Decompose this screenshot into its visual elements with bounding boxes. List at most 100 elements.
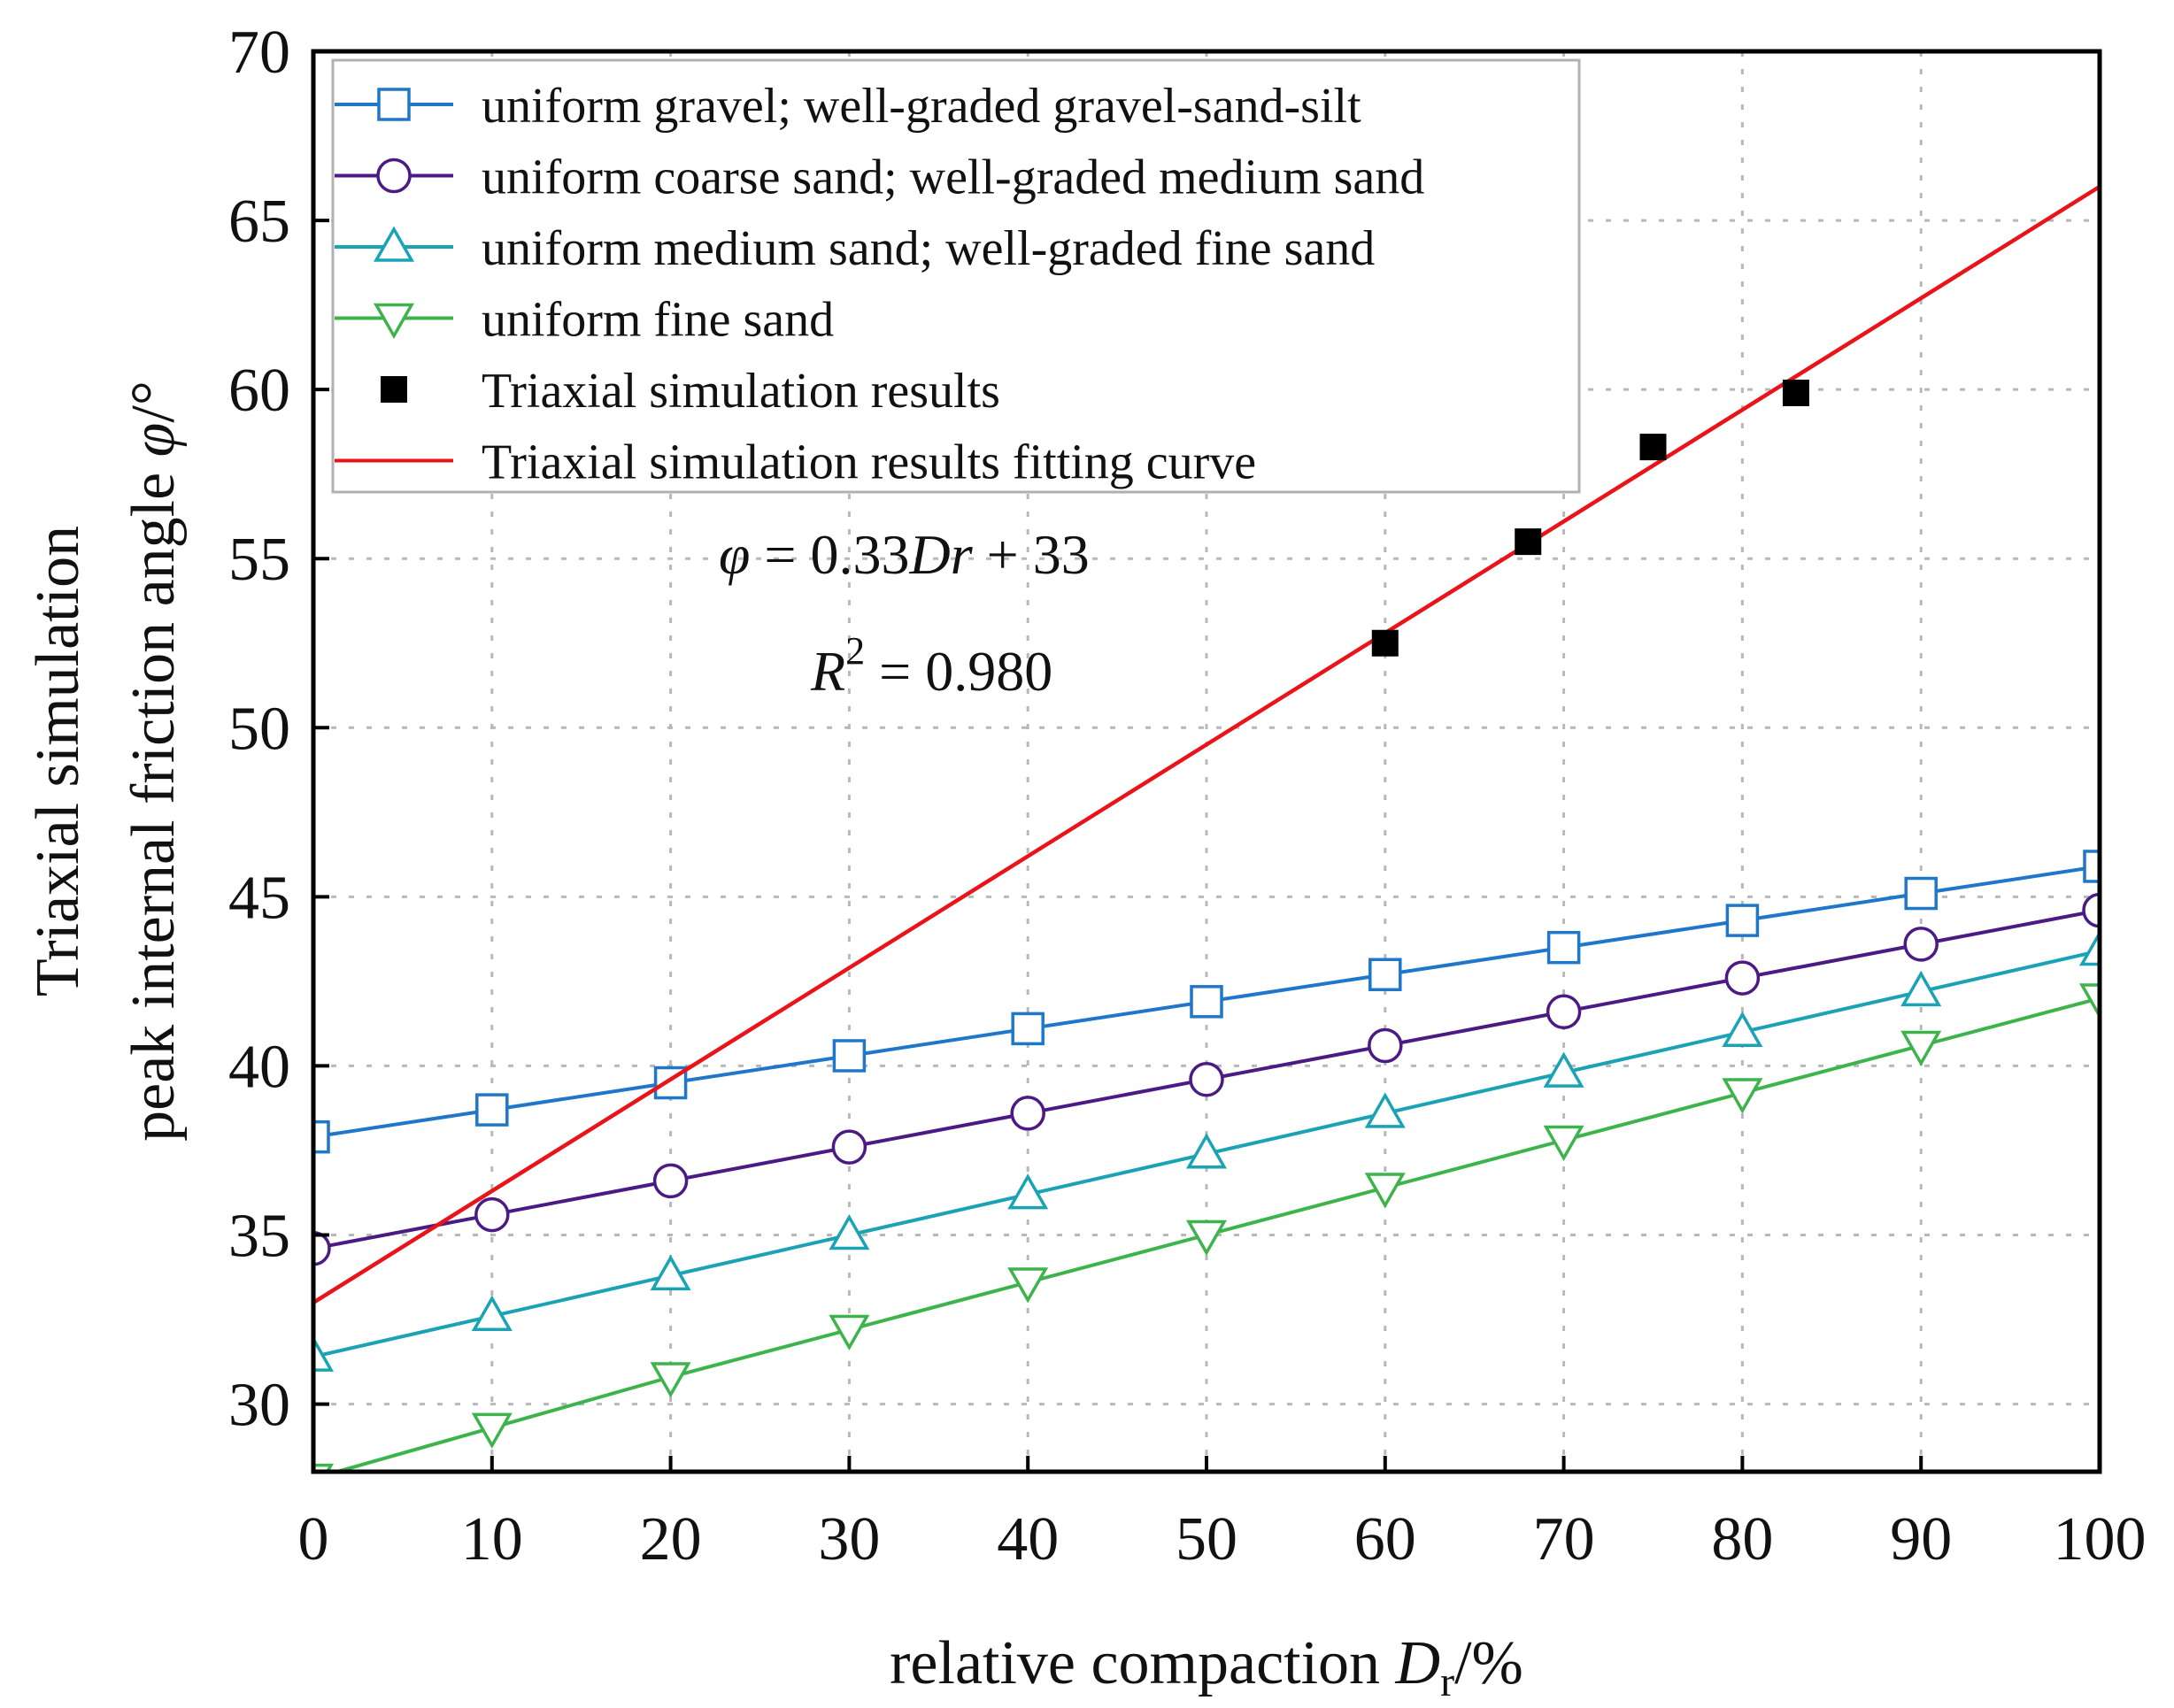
y-tick-label: 30 — [228, 1372, 290, 1440]
legend-label: uniform gravel; well-graded gravel-sand-… — [482, 79, 1361, 134]
data-point — [2082, 892, 2100, 928]
y-tick-labels: 30 35 40 45 50 55 60 65 70 — [228, 19, 290, 1440]
legend-swatch-marker — [373, 226, 415, 262]
legend-label: uniform fine sand — [482, 293, 834, 348]
legend-label: Triaxial simulation results — [482, 364, 1000, 419]
data-point — [1364, 1173, 1406, 1209]
data-point — [1189, 1061, 1224, 1097]
series-1 — [313, 850, 2100, 1154]
r-squared: R2 = 0.980 — [810, 629, 1052, 703]
data-point — [313, 1119, 330, 1154]
data-point — [2078, 929, 2100, 966]
x-tick-label: 40 — [997, 1505, 1059, 1573]
data-point — [1722, 1011, 1763, 1047]
x-tick-label: 50 — [1176, 1505, 1237, 1573]
data-point — [1900, 1030, 1942, 1067]
data-point — [1725, 904, 1760, 937]
legend-item: uniform coarse sand; well-graded medium … — [335, 150, 1424, 205]
y-axis-title: Triaxial simulation peak internal fricti… — [24, 381, 188, 1142]
data-point — [2083, 850, 2100, 883]
data-point — [831, 1129, 867, 1165]
data-point — [471, 1412, 513, 1449]
x-tick-label: 30 — [818, 1505, 880, 1573]
data-point — [1903, 927, 1939, 962]
data-point — [471, 1295, 513, 1331]
x-tick-label: 100 — [2054, 1505, 2147, 1573]
y-axis-title-line2: peak internal friction angle φ/° — [119, 381, 188, 1142]
data-point — [1368, 958, 1402, 991]
legend-item: Triaxial simulation results — [381, 364, 1000, 419]
data-point — [650, 1362, 691, 1398]
data-point — [1368, 1027, 1403, 1064]
x-tick-label: 90 — [1890, 1505, 1952, 1573]
plot-area — [313, 184, 2100, 1472]
data-point — [1190, 985, 1223, 1019]
legend-item: Triaxial simulation results fitting curv… — [335, 435, 1256, 490]
legend-label: uniform coarse sand; well-graded medium … — [482, 150, 1424, 205]
grid — [313, 51, 2100, 1472]
data-point — [1364, 1092, 1406, 1128]
x-tick-label: 80 — [1711, 1505, 1773, 1573]
series-2 — [313, 892, 2100, 1266]
data-point — [829, 1213, 870, 1250]
data-point — [1546, 930, 1581, 965]
data-point — [313, 1335, 335, 1372]
data-point — [1007, 1173, 1049, 1210]
data-point — [1011, 1012, 1045, 1046]
data-point — [1185, 1133, 1228, 1169]
triaxial-results — [1371, 379, 1809, 657]
series-3 — [313, 929, 2100, 1372]
legend-swatch-marker — [376, 158, 412, 194]
data-point — [1904, 876, 1938, 911]
legend-item: uniform fine sand — [335, 293, 834, 348]
data-point — [1007, 1267, 1049, 1304]
fit-equation: φ = 0.33Dr + 33 — [719, 523, 1090, 586]
y-tick-label: 70 — [228, 19, 290, 87]
x-tick-labels: 0 10 20 30 40 50 60 70 80 90 100 — [298, 1505, 2147, 1573]
x-tick-label: 70 — [1533, 1505, 1595, 1573]
x-tick-label: 10 — [461, 1505, 523, 1573]
legend-swatch-marker — [373, 303, 415, 340]
legend-items: uniform gravel; well-graded gravel-sand-… — [335, 79, 1424, 490]
y-tick-label: 40 — [228, 1033, 290, 1101]
y-tick-label: 35 — [228, 1203, 290, 1271]
data-point — [1724, 960, 1761, 996]
scatter-point — [1371, 629, 1399, 657]
data-point — [2078, 983, 2100, 1019]
fit-line — [313, 184, 2100, 1304]
y-tick-label: 50 — [228, 695, 290, 763]
x-axis-title: relative compaction Dr/% — [890, 1629, 1523, 1705]
data-point — [475, 1093, 509, 1127]
data-point — [1010, 1096, 1045, 1131]
data-point — [313, 1231, 331, 1266]
data-point — [832, 1039, 867, 1073]
data-point — [1543, 1051, 1584, 1088]
legend-label: Triaxial simulation results fitting curv… — [482, 435, 1256, 490]
y-tick-label: 45 — [228, 864, 290, 932]
data-point — [650, 1254, 691, 1291]
scatter-point — [1782, 379, 1809, 406]
y-tick-label: 65 — [228, 188, 290, 256]
data-point — [1546, 994, 1582, 1030]
y-axis-title-line1: Triaxial simulation — [24, 526, 92, 996]
legend: uniform gravel; well-graded gravel-sand-… — [331, 58, 1581, 494]
series-4 — [313, 983, 2100, 1472]
data-point — [474, 1196, 510, 1233]
tick-marks — [312, 50, 2101, 1472]
data-point — [1900, 970, 1942, 1007]
data-point — [652, 1163, 689, 1199]
scatter-point — [1639, 434, 1667, 461]
scatter-point — [1515, 528, 1542, 556]
series-layer — [313, 184, 2100, 1472]
x-tick-label: 0 — [298, 1505, 329, 1573]
legend-swatch-marker — [381, 376, 407, 403]
x-tick-label: 20 — [640, 1505, 702, 1573]
data-point — [1543, 1125, 1584, 1162]
data-point — [1722, 1078, 1763, 1114]
legend-item: uniform gravel; well-graded gravel-sand-… — [335, 79, 1361, 134]
legend-box — [331, 58, 1581, 494]
data-point — [1185, 1219, 1228, 1257]
x-tick-label: 60 — [1354, 1505, 1416, 1573]
data-point — [829, 1314, 870, 1351]
